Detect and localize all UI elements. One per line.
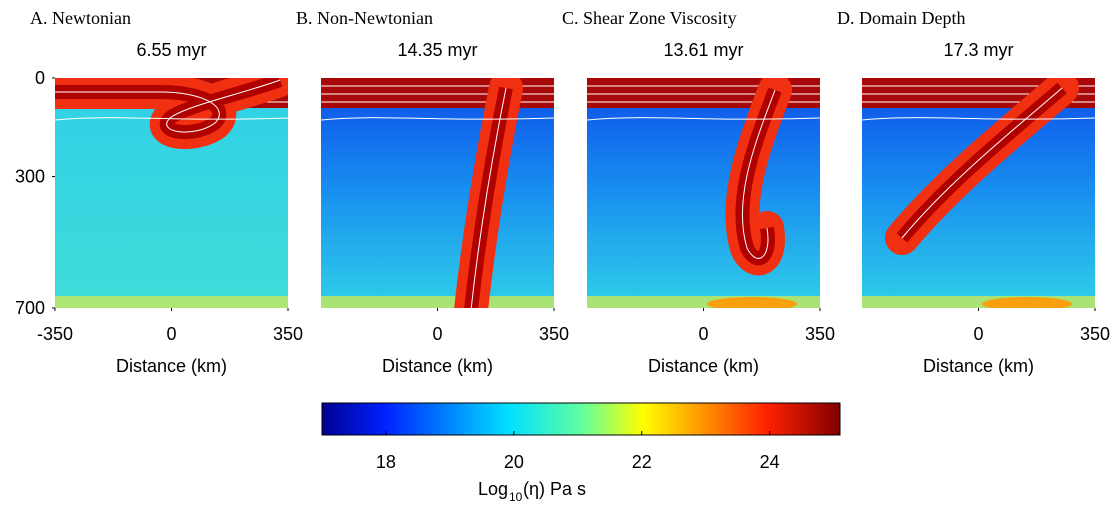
panel-time: 14.35 myr <box>397 40 477 60</box>
colorbar-tick-label: 22 <box>632 452 652 472</box>
x-tick-label: 350 <box>1080 324 1110 344</box>
x-tick-label: 350 <box>273 324 303 344</box>
bottom-spot <box>982 297 1072 308</box>
y-tick-label: 0 <box>35 68 45 88</box>
viscosity-field <box>862 78 1095 308</box>
bottom-layer <box>321 296 554 308</box>
viscosity-field <box>321 78 554 308</box>
x-tick-label: 0 <box>973 324 983 344</box>
panel-title: A. Newtonian <box>30 8 131 28</box>
panel-time: 13.61 myr <box>663 40 743 60</box>
x-axis-label: Distance (km) <box>923 356 1034 376</box>
mantle <box>862 78 1095 308</box>
mantle <box>321 78 554 308</box>
colorbar-label: Log <box>478 479 508 499</box>
contour <box>55 117 288 121</box>
panel <box>862 78 1095 308</box>
contour <box>321 117 554 121</box>
panel-time: 6.55 myr <box>136 40 206 60</box>
panel-title: B. Non-Newtonian <box>296 8 433 28</box>
x-tick-label: 0 <box>698 324 708 344</box>
y-tick-label: 300 <box>15 167 45 187</box>
x-tick-label: 350 <box>539 324 569 344</box>
panel <box>321 78 554 308</box>
mantle <box>587 78 820 308</box>
x-tick-label: -350 <box>37 324 73 344</box>
panel <box>55 78 288 308</box>
colorbar <box>321 402 841 436</box>
bottom-layer <box>55 296 288 308</box>
panel <box>587 78 820 308</box>
contour <box>470 87 507 308</box>
bottom-spot <box>707 297 797 308</box>
contour <box>587 117 820 121</box>
y-tick-label: 700 <box>15 298 45 318</box>
contour <box>901 87 1063 239</box>
contour <box>55 79 281 133</box>
x-axis-label: Distance (km) <box>648 356 759 376</box>
x-tick-label: 0 <box>432 324 442 344</box>
colorbar-tick-label: 18 <box>376 452 396 472</box>
contour <box>741 89 776 259</box>
panel-time: 17.3 myr <box>943 40 1013 60</box>
x-tick-label: 0 <box>166 324 176 344</box>
colorbar-label-sub: 10 <box>509 490 523 504</box>
panel-title: D. Domain Depth <box>837 8 965 28</box>
x-tick-label: 350 <box>805 324 835 344</box>
viscosity-field <box>587 78 820 308</box>
panel-title: C. Shear Zone Viscosity <box>562 8 737 28</box>
colorbar-tick-label: 20 <box>504 452 524 472</box>
viscosity-field <box>55 78 288 308</box>
x-axis-label: Distance (km) <box>116 356 227 376</box>
contour <box>862 117 1095 121</box>
colorbar-tick-label: 24 <box>760 452 780 472</box>
x-axis-label: Distance (km) <box>382 356 493 376</box>
colorbar-label: (η) Pa s <box>523 479 586 499</box>
